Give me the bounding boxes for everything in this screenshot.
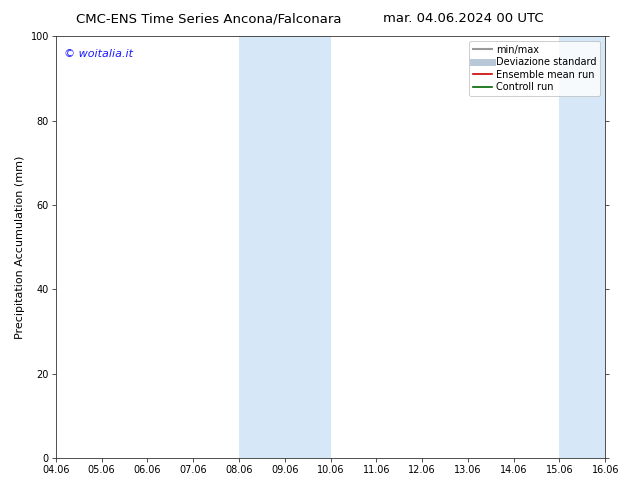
Text: CMC-ENS Time Series Ancona/Falconara: CMC-ENS Time Series Ancona/Falconara	[77, 12, 342, 25]
Text: © woitalia.it: © woitalia.it	[64, 49, 133, 59]
Bar	[559, 36, 605, 458]
Text: mar. 04.06.2024 00 UTC: mar. 04.06.2024 00 UTC	[382, 12, 543, 25]
Y-axis label: Precipitation Accumulation (mm): Precipitation Accumulation (mm)	[15, 155, 25, 339]
Legend: min/max, Deviazione standard, Ensemble mean run, Controll run: min/max, Deviazione standard, Ensemble m…	[469, 41, 600, 96]
Bar	[239, 36, 330, 458]
